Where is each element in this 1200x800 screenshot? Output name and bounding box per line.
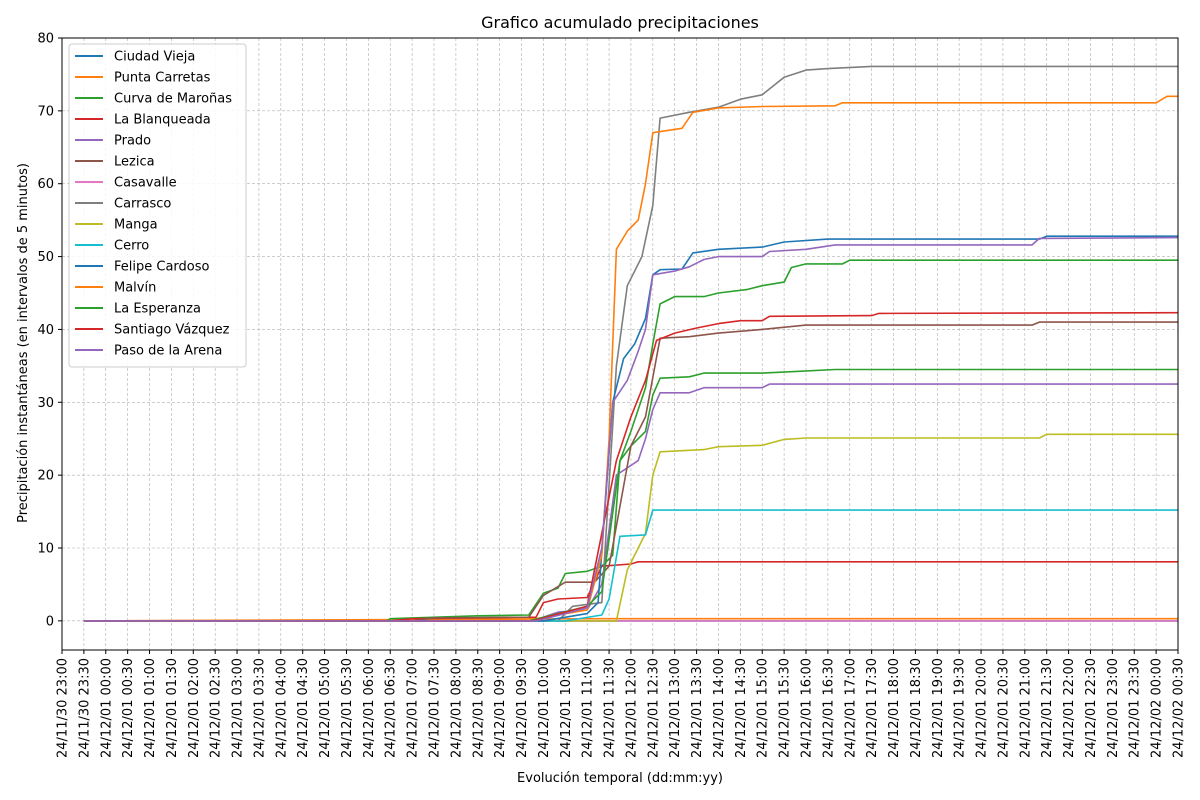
x-tick-label: 24/12/01 10:30 xyxy=(559,658,574,758)
x-tick-label: 24/12/01 13:00 xyxy=(668,658,683,758)
x-tick-label: 24/12/01 06:00 xyxy=(362,658,377,758)
x-tick-label: 24/11/30 23:30 xyxy=(77,658,92,758)
x-tick-label: 24/12/01 16:30 xyxy=(821,658,836,758)
x-tick-label: 24/12/01 19:00 xyxy=(931,658,946,758)
legend-box xyxy=(68,43,247,368)
x-tick-label: 24/12/01 14:30 xyxy=(734,658,749,758)
x-tick-label: 24/12/01 18:00 xyxy=(887,658,902,758)
series-line xyxy=(83,259,1178,622)
y-tick-label: 10 xyxy=(37,542,54,557)
y-tick-label: 70 xyxy=(37,104,54,119)
legend-label: Punta Carretas xyxy=(114,71,211,86)
legend-label: Carrasco xyxy=(114,197,171,212)
x-tick-label: 24/12/01 04:30 xyxy=(296,658,311,758)
x-tick-label: 24/12/01 18:30 xyxy=(909,658,924,758)
x-tick-label: 24/12/01 17:30 xyxy=(865,658,880,758)
x-tick-label: 24/12/01 22:30 xyxy=(1084,658,1099,758)
y-tick-label: 40 xyxy=(37,323,54,338)
x-tick-label: 24/12/01 20:00 xyxy=(975,658,990,758)
x-tick-label: 24/12/01 09:30 xyxy=(515,658,530,758)
x-tick-label: 24/12/01 03:00 xyxy=(231,658,246,758)
legend-label: Felipe Cardoso xyxy=(114,260,210,275)
legend-label: Malvín xyxy=(114,281,156,296)
x-tick-label: 24/12/01 05:30 xyxy=(340,658,355,758)
x-tick-label: 24/12/01 02:30 xyxy=(209,658,224,758)
y-axis-ticks: 0 10 20 30 40 50 60 70 80 xyxy=(37,32,62,629)
series-line xyxy=(83,509,1178,622)
x-tick-label: 24/12/01 14:00 xyxy=(712,658,727,758)
x-axis-ticks: 24/11/30 23:00 24/11/30 23:30 24/12/01 00:… xyxy=(56,650,1187,758)
x-tick-label: 24/12/02 00:00 xyxy=(1150,658,1165,758)
legend-label: Prado xyxy=(114,134,151,149)
x-tick-label: 24/12/01 13:30 xyxy=(690,658,705,758)
legend-label: La Esperanza xyxy=(114,302,201,317)
legend-label: Lezica xyxy=(114,155,155,170)
x-tick-label: 24/12/01 08:30 xyxy=(471,658,486,758)
x-tick-label: 24/12/01 17:00 xyxy=(843,658,858,758)
x-tick-label: 24/12/01 05:00 xyxy=(318,658,333,758)
x-tick-label: 24/12/01 23:00 xyxy=(1106,658,1121,758)
x-tick-label: 24/12/01 10:00 xyxy=(537,658,552,758)
legend-label: Casavalle xyxy=(114,176,177,191)
legend-label: Santiago Vázquez xyxy=(114,323,230,338)
legend-label: Ciudad Vieja xyxy=(114,50,195,65)
x-tick-label: 24/12/01 23:30 xyxy=(1128,658,1143,758)
x-tick-label: 24/12/01 11:30 xyxy=(603,658,618,758)
x-tick-label: 24/12/01 11:00 xyxy=(581,658,596,758)
y-tick-label: 50 xyxy=(37,250,54,265)
x-tick-label: 24/12/01 09:00 xyxy=(493,658,508,758)
x-tick-label: 24/12/01 16:00 xyxy=(800,658,815,758)
x-tick-label: 24/12/01 12:30 xyxy=(646,658,661,758)
x-tick-label: 24/12/01 07:00 xyxy=(406,658,421,758)
series-lines xyxy=(83,65,1179,622)
y-tick-label: 30 xyxy=(37,396,54,411)
x-tick-label: 24/12/01 20:30 xyxy=(996,658,1011,758)
x-tick-label: 24/12/02 00:30 xyxy=(1172,658,1187,758)
y-tick-label: 80 xyxy=(37,32,54,47)
series-line xyxy=(83,433,1178,622)
x-tick-label: 24/12/01 00:30 xyxy=(121,658,136,758)
y-tick-label: 0 xyxy=(46,614,54,629)
series-line xyxy=(83,561,1178,622)
legend-label: Manga xyxy=(114,218,158,233)
x-tick-label: 24/12/01 12:00 xyxy=(624,658,639,758)
y-tick-label: 60 xyxy=(37,177,54,192)
legend-label: Cerro xyxy=(114,239,149,254)
legend: Ciudad Vieja Punta Carretas Curva de Maroñ… xyxy=(68,43,247,368)
series-line xyxy=(83,235,1178,622)
x-tick-label: 24/12/01 07:30 xyxy=(428,658,443,758)
x-tick-label: 24/12/01 04:00 xyxy=(274,658,289,758)
x-axis-label: Evolución temporal (dd:mm:yy) xyxy=(517,771,723,786)
series-line xyxy=(83,236,1179,622)
chart-title: Grafico acumulado precipitaciones xyxy=(481,13,759,32)
x-tick-label: 24/12/01 22:00 xyxy=(1062,658,1077,758)
x-tick-label: 24/12/01 15:30 xyxy=(778,658,793,758)
x-tick-label: 24/11/30 23:00 xyxy=(56,658,71,758)
legend-label: Paso de la Arena xyxy=(114,344,222,359)
series-line xyxy=(83,368,1178,622)
x-tick-label: 24/12/01 19:30 xyxy=(953,658,968,758)
y-axis-label: Precipitación instantáneas (en intervalo… xyxy=(16,163,31,523)
x-tick-label: 24/12/01 21:00 xyxy=(1018,658,1033,758)
series-line xyxy=(83,311,1179,622)
x-tick-label: 24/12/01 21:30 xyxy=(1040,658,1055,758)
x-tick-label: 24/12/01 06:30 xyxy=(384,658,399,758)
x-tick-label: 24/12/01 00:00 xyxy=(99,658,114,758)
x-tick-label: 24/12/01 02:00 xyxy=(187,658,202,758)
x-tick-label: 24/12/01 03:30 xyxy=(252,658,267,758)
legend-label: La Blanqueada xyxy=(114,113,211,128)
x-tick-label: 24/12/01 08:00 xyxy=(449,658,464,758)
y-tick-label: 20 xyxy=(37,469,54,484)
legend-label: Curva de Maroñas xyxy=(114,92,232,107)
plot-frame xyxy=(61,37,1179,651)
x-tick-label: 24/12/01 01:30 xyxy=(165,658,180,758)
series-line xyxy=(83,321,1178,622)
x-tick-label: 24/12/01 01:00 xyxy=(143,658,158,758)
x-tick-label: 24/12/01 15:00 xyxy=(756,658,771,758)
